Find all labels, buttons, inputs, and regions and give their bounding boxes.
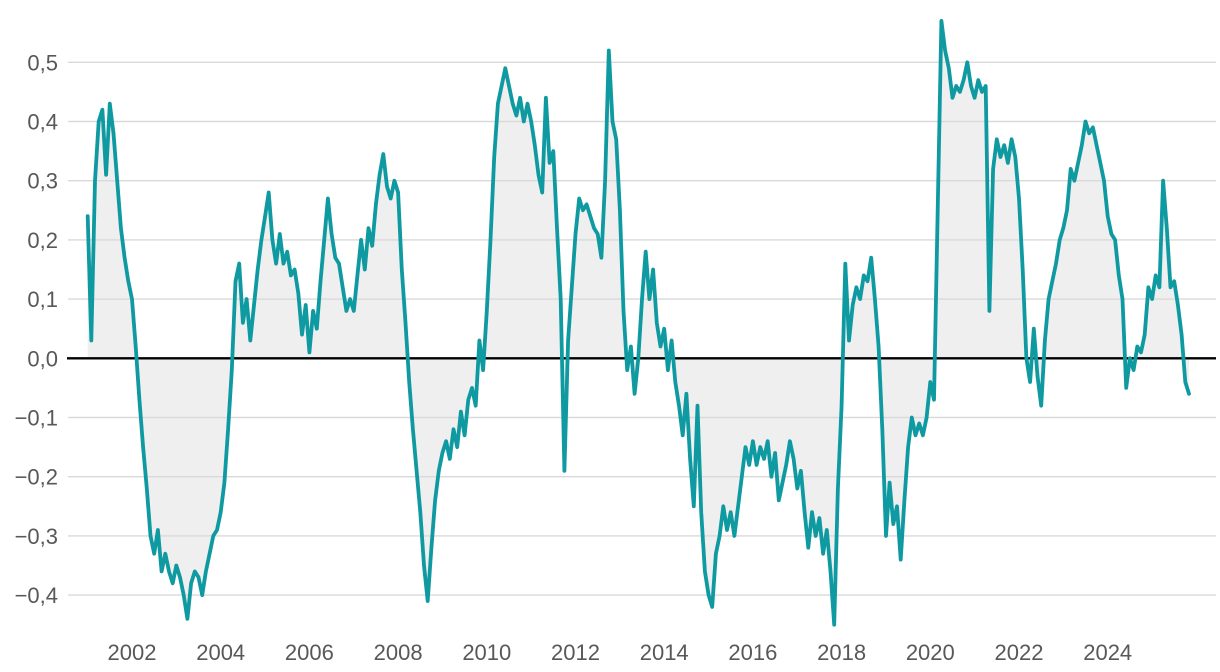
y-tick-label: 0,0 [27,346,58,371]
area-fill-layer [87,20,1190,625]
y-tick-label: −0,3 [15,524,58,549]
x-tick-label: 2024 [1083,640,1132,665]
x-tick-label: 2008 [374,640,423,665]
data-line [85,19,1191,627]
x-tick-label: 2020 [906,640,955,665]
x-axis-labels: 2002 2004 2006 2008 2010 2012 2014 2016 2018 2020… [108,640,1133,665]
x-tick-label: 2004 [196,640,245,665]
x-tick-label: 2010 [462,640,511,665]
y-tick-label: −0,1 [15,406,58,431]
x-tick-label: 2006 [285,640,334,665]
area-fill [87,20,1190,625]
y-tick-label: 0,1 [27,287,58,312]
y-tick-label: 0,5 [27,50,58,75]
y-axis-labels: 0,5 0,4 0,3 0,2 0,1 0,0 −0,1 −0,2 −0,3 −0,4 [15,50,58,608]
data-line-layer [85,19,1191,627]
y-tick-label: 0,3 [27,169,58,194]
x-tick-label: 2022 [995,640,1044,665]
y-tick-label: −0,4 [15,583,58,608]
x-tick-label: 2016 [728,640,777,665]
x-tick-label: 2012 [551,640,600,665]
x-tick-label: 2018 [817,640,866,665]
y-tick-label: 0,4 [27,110,58,135]
y-tick-label: −0,2 [15,465,58,490]
x-tick-label: 2002 [108,640,157,665]
x-tick-label: 2014 [640,640,689,665]
y-tick-label: 0,2 [27,228,58,253]
